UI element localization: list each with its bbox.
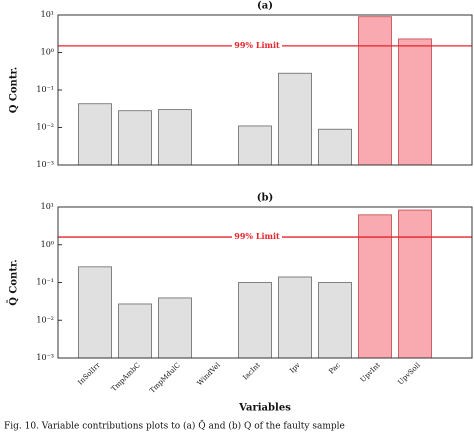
bar [118,110,152,166]
bar [118,303,152,359]
y-tick-label: 10⁻² [36,123,54,132]
y-tick-label: 10⁰ [41,240,54,249]
bar [158,109,192,166]
y-tick-label: 10¹ [41,202,54,211]
x-tick-label: WindVel [196,361,223,388]
x-tick-label: UpvInt [359,361,382,384]
plot-frame [57,14,473,166]
x-tick-label: Pac [327,361,342,376]
bar [358,16,392,166]
x-tick-label: InSolIrr [76,361,102,387]
bar [318,282,352,359]
y-tick-label: 10¹ [41,10,54,19]
x-tick-label: TmpAmbC [110,361,142,393]
panel-title: (a) [257,1,273,12]
y-tick-label: 10⁻¹ [36,278,54,287]
x-tick-label: Ipv [288,361,302,375]
bar [398,209,432,359]
x-axis-label: Variables [238,403,291,414]
caption: Fig. 10. Variable contributions plots to… [4,420,345,432]
panel-title: (b) [257,193,273,204]
bar [158,297,192,359]
bar [318,128,352,166]
bar [278,72,312,166]
bar [238,125,272,166]
y-tick-label: 10⁻³ [36,353,54,362]
bar [398,38,432,166]
y-axis-label: Q̄ Contr. [8,259,20,306]
limit-label: 99% Limit [234,231,280,241]
y-tick-label: 10⁻³ [36,160,54,169]
y-axis-label: Q Contr. [9,67,20,114]
limit-label-bg [232,231,282,244]
y-tick-label: 10⁰ [41,48,54,57]
y-tick-label: 10⁻¹ [36,85,54,94]
bar [358,214,392,359]
bar [238,282,272,359]
y-tick-label: 10⁻² [36,315,54,324]
limit-label-bg [232,39,282,52]
x-tick-label: TmpMdulC [148,361,182,395]
plot-frame [57,206,473,359]
x-tick-label: IacInt [241,361,262,382]
bar [78,266,112,359]
x-tick-label: UpvSoil [396,361,422,387]
bar [78,103,112,166]
bar [278,276,312,359]
limit-label: 99% Limit [234,40,280,50]
